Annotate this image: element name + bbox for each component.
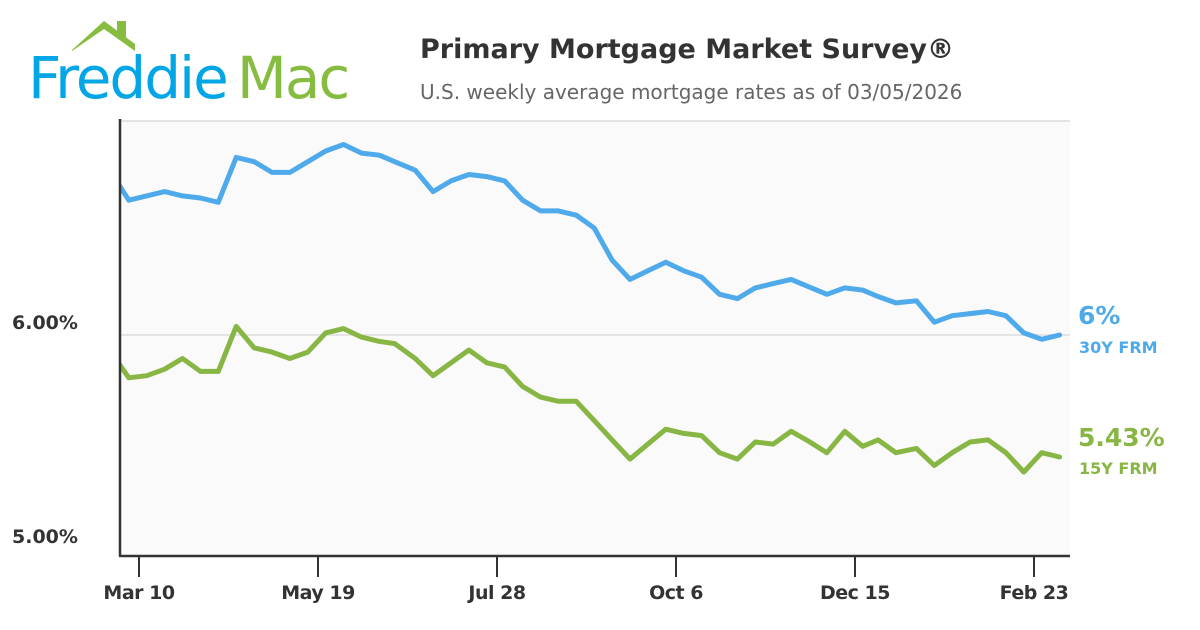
end-value-15y: 5.43% — [1078, 423, 1165, 452]
x-tick-label: Jul 28 — [466, 582, 525, 604]
freddie-mac-logo: Freddie Mac — [28, 21, 350, 112]
x-tick-label: Feb 23 — [1000, 582, 1069, 604]
series-line-30y — [120, 142, 1063, 342]
y-tick-label: 6.00% — [12, 312, 78, 334]
plot-area — [120, 121, 1070, 556]
series-line-15y — [120, 323, 1063, 475]
x-tick-label: May 19 — [281, 582, 355, 604]
page-subtitle: U.S. weekly average mortgage rates as of… — [420, 80, 962, 104]
y-tick-label: 5.00% — [12, 526, 78, 548]
x-tick-label: Mar 10 — [103, 582, 174, 604]
logo-text-freddie: Freddie — [28, 44, 227, 112]
chimney-icon — [117, 21, 126, 37]
logo-text-mac: Mac — [237, 44, 348, 112]
x-tick-label: Oct 6 — [649, 582, 703, 604]
page-title: Primary Mortgage Market Survey® — [420, 34, 954, 65]
series-label-30y: 30Y FRM — [1079, 338, 1158, 357]
end-value-30y: 6% — [1078, 301, 1120, 330]
x-tick-label: Dec 15 — [820, 582, 890, 604]
series-label-15y: 15Y FRM — [1079, 459, 1158, 478]
